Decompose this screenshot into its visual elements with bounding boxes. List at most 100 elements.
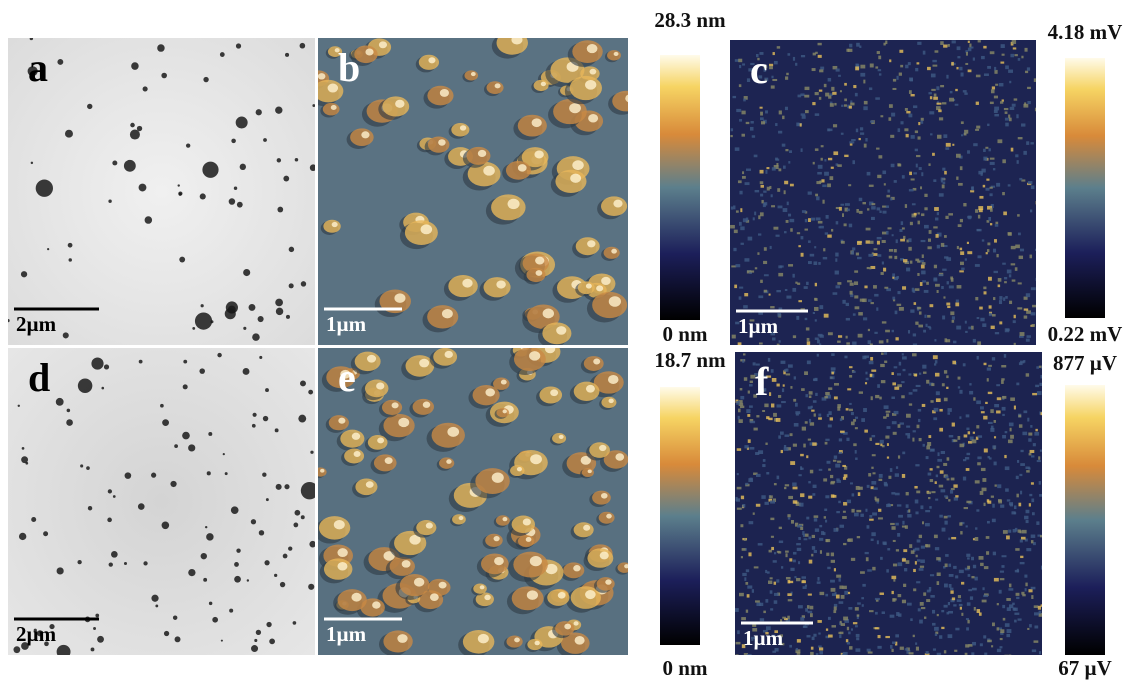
speck bbox=[1036, 278, 1041, 281]
grain-highlight bbox=[590, 69, 597, 75]
speck bbox=[777, 46, 780, 48]
grain-highlight bbox=[530, 556, 542, 566]
speck bbox=[840, 431, 845, 433]
grain bbox=[344, 449, 364, 464]
speck bbox=[1038, 606, 1041, 610]
speck bbox=[818, 334, 823, 337]
speck bbox=[946, 303, 950, 306]
speck bbox=[960, 248, 963, 251]
speck bbox=[992, 314, 996, 316]
particle bbox=[36, 180, 53, 197]
speck bbox=[891, 576, 896, 579]
speck bbox=[840, 632, 843, 634]
particle bbox=[231, 139, 236, 144]
particle bbox=[87, 104, 92, 109]
speck bbox=[750, 127, 754, 131]
particle bbox=[308, 390, 313, 395]
speck bbox=[1029, 453, 1032, 456]
speck bbox=[825, 439, 829, 441]
speck bbox=[850, 283, 854, 286]
speck bbox=[819, 647, 823, 650]
particle bbox=[277, 207, 283, 213]
speck bbox=[890, 645, 893, 649]
speck bbox=[899, 50, 903, 53]
particle bbox=[124, 562, 127, 565]
speck bbox=[1035, 249, 1040, 251]
speck bbox=[848, 538, 853, 542]
speck bbox=[844, 223, 847, 226]
speck bbox=[772, 378, 777, 382]
speck bbox=[1007, 270, 1012, 274]
speck bbox=[853, 85, 856, 88]
speck bbox=[921, 172, 923, 176]
grain bbox=[427, 305, 458, 328]
speck bbox=[877, 237, 882, 239]
speck bbox=[931, 383, 934, 386]
speck bbox=[946, 257, 951, 261]
speck bbox=[854, 295, 858, 298]
scale-bar-label: 1µm bbox=[326, 622, 367, 646]
grain-highlight bbox=[526, 537, 532, 542]
speck bbox=[783, 208, 788, 212]
speck bbox=[861, 418, 865, 422]
speck bbox=[869, 267, 871, 269]
speck bbox=[834, 607, 837, 611]
speck bbox=[779, 541, 783, 544]
speck bbox=[831, 372, 833, 375]
speck bbox=[752, 135, 755, 137]
grain-highlight bbox=[337, 562, 347, 571]
speck bbox=[989, 148, 991, 151]
speck bbox=[833, 610, 836, 613]
speck bbox=[874, 294, 878, 297]
speck bbox=[806, 327, 810, 330]
particle bbox=[288, 546, 292, 550]
speck bbox=[899, 362, 901, 366]
speck bbox=[818, 262, 820, 265]
speck bbox=[932, 623, 936, 626]
speck bbox=[740, 396, 744, 399]
speck bbox=[919, 535, 922, 538]
particle bbox=[310, 451, 313, 454]
particle bbox=[301, 515, 305, 519]
speck bbox=[1004, 281, 1007, 283]
speck bbox=[856, 486, 860, 490]
speck bbox=[844, 104, 847, 106]
speck bbox=[817, 620, 821, 623]
speck bbox=[980, 563, 984, 566]
speck bbox=[838, 452, 842, 454]
speck bbox=[1005, 111, 1008, 114]
speck bbox=[834, 103, 836, 106]
speck bbox=[1015, 267, 1018, 271]
speck bbox=[971, 652, 974, 656]
speck bbox=[889, 256, 893, 259]
speck bbox=[990, 102, 994, 104]
speck bbox=[924, 617, 926, 619]
speck bbox=[793, 57, 795, 61]
speck bbox=[898, 613, 901, 616]
speck bbox=[1009, 301, 1012, 304]
speck bbox=[940, 85, 944, 87]
speck bbox=[772, 167, 776, 170]
speck bbox=[955, 495, 958, 497]
speck bbox=[930, 574, 934, 576]
speck bbox=[812, 535, 815, 538]
speck bbox=[765, 443, 767, 445]
speck bbox=[807, 341, 810, 345]
particle bbox=[262, 473, 266, 477]
speck bbox=[932, 60, 936, 62]
speck bbox=[1036, 521, 1039, 525]
grain-highlight bbox=[527, 590, 538, 600]
speck bbox=[998, 500, 1002, 503]
speck bbox=[1032, 649, 1036, 652]
speck bbox=[908, 62, 911, 65]
speck bbox=[999, 321, 1002, 324]
speck bbox=[1022, 432, 1027, 436]
speck bbox=[842, 300, 845, 304]
speck bbox=[840, 90, 842, 92]
speck bbox=[919, 167, 922, 170]
grain-highlight bbox=[569, 103, 581, 113]
speck bbox=[858, 334, 863, 338]
speck bbox=[913, 290, 916, 293]
speck bbox=[978, 215, 980, 219]
speck bbox=[917, 212, 919, 214]
